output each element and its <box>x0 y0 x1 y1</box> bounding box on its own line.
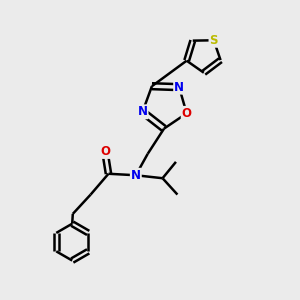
Text: S: S <box>209 34 218 47</box>
Text: O: O <box>182 107 192 120</box>
Text: N: N <box>138 105 148 118</box>
Text: N: N <box>131 169 141 182</box>
Text: N: N <box>174 81 184 94</box>
Text: O: O <box>100 145 110 158</box>
